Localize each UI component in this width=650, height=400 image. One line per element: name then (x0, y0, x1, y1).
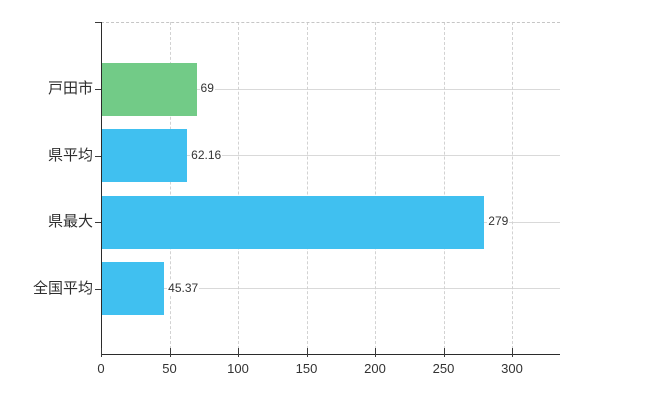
x-axis-line (101, 354, 560, 355)
horizontal-gridline (101, 88, 560, 90)
category-label-1: 県平均 (47, 146, 93, 164)
bar-2 (102, 195, 485, 249)
plot-top-border (101, 21, 560, 23)
vertical-gridline (512, 22, 514, 354)
y-tick-mark (95, 222, 101, 223)
vertical-gridline (169, 22, 171, 354)
category-label-3: 全国平均 (32, 279, 93, 297)
bar-3 (102, 262, 165, 315)
vertical-gridline (443, 22, 445, 354)
y-axis-line (101, 22, 102, 355)
x-axis-tick-label: 150 (295, 361, 318, 376)
x-tick-mark (375, 348, 377, 357)
y-tick-mark (95, 155, 101, 157)
category-label-0: 戸田市 (47, 80, 93, 97)
x-tick-mark (238, 348, 239, 357)
y-tick-mark-top (95, 22, 101, 23)
y-tick-mark (95, 288, 101, 290)
x-axis-tick-label: 300 (501, 361, 523, 376)
x-tick-mark (169, 348, 171, 357)
y-tick-mark (95, 89, 101, 90)
value-label: 279 (487, 214, 510, 229)
x-tick-mark (443, 348, 445, 357)
x-axis-tick-label: 0 (97, 361, 105, 376)
bar-0 (102, 62, 197, 116)
x-axis-tick-label: 100 (227, 361, 249, 376)
bar-1 (102, 129, 188, 182)
vertical-gridline (306, 22, 308, 354)
x-axis-tick-label: 50 (162, 361, 177, 376)
horizontal-gridline (101, 155, 560, 156)
x-axis-tick-label: 250 (432, 361, 455, 376)
value-label: 69 (199, 81, 215, 96)
x-axis-tick-label: 200 (364, 361, 386, 376)
x-tick-mark (512, 348, 514, 357)
horizontal-gridline (101, 288, 560, 289)
vertical-gridline (238, 22, 239, 354)
x-tick-mark (101, 348, 102, 357)
category-label-2: 県最大 (47, 213, 93, 230)
value-label: 62.16 (190, 147, 223, 163)
value-label: 45.37 (167, 280, 200, 296)
vertical-gridline (375, 22, 377, 354)
x-tick-mark (306, 348, 308, 357)
